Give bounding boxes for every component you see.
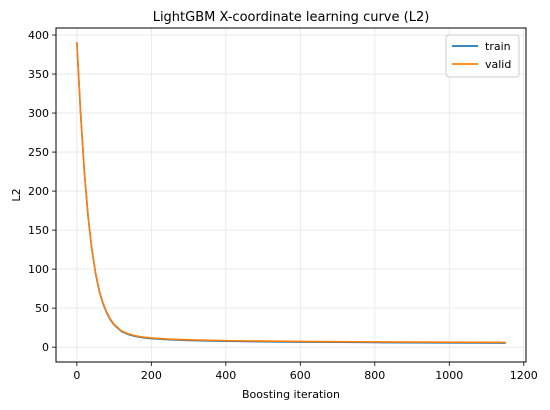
x-ticks-layer: 0 200 400 600 800 1000 1200 bbox=[73, 362, 538, 382]
x-tick-label: 1200 bbox=[510, 369, 538, 382]
y-tick-label: 150 bbox=[28, 224, 49, 237]
y-tick-label: 0 bbox=[42, 341, 49, 354]
x-tick-label: 400 bbox=[215, 369, 236, 382]
plot-frame bbox=[55, 27, 527, 363]
x-tick-label: 800 bbox=[364, 369, 385, 382]
y-tick-label: 200 bbox=[28, 185, 49, 198]
y-tick-label: 100 bbox=[28, 263, 49, 276]
x-tick-label: 1000 bbox=[435, 369, 463, 382]
legend: train valid bbox=[445, 34, 520, 78]
grid-layer bbox=[56, 28, 526, 362]
chart-title: LightGBM X-coordinate learning curve (L2… bbox=[153, 10, 430, 25]
legend-label-train: train bbox=[485, 40, 511, 53]
y-tick-label: 350 bbox=[28, 68, 49, 81]
y-axis-label: L2 bbox=[10, 188, 23, 201]
x-tick-label: 200 bbox=[141, 369, 162, 382]
y-ticks-layer: 0 50 100 150 200 250 300 350 400 bbox=[28, 29, 56, 354]
x-tick-label: 600 bbox=[290, 369, 311, 382]
y-tick-label: 50 bbox=[35, 302, 49, 315]
series-layer bbox=[76, 42, 506, 344]
legend-label-valid: valid bbox=[485, 58, 511, 71]
y-tick-label: 300 bbox=[28, 107, 49, 120]
x-axis-label: Boosting iteration bbox=[242, 388, 340, 401]
series-line-valid bbox=[76, 42, 506, 344]
x-tick-label: 0 bbox=[73, 369, 80, 382]
y-tick-label: 250 bbox=[28, 146, 49, 159]
y-tick-label: 400 bbox=[28, 29, 49, 42]
series-line-train bbox=[76, 42, 506, 344]
